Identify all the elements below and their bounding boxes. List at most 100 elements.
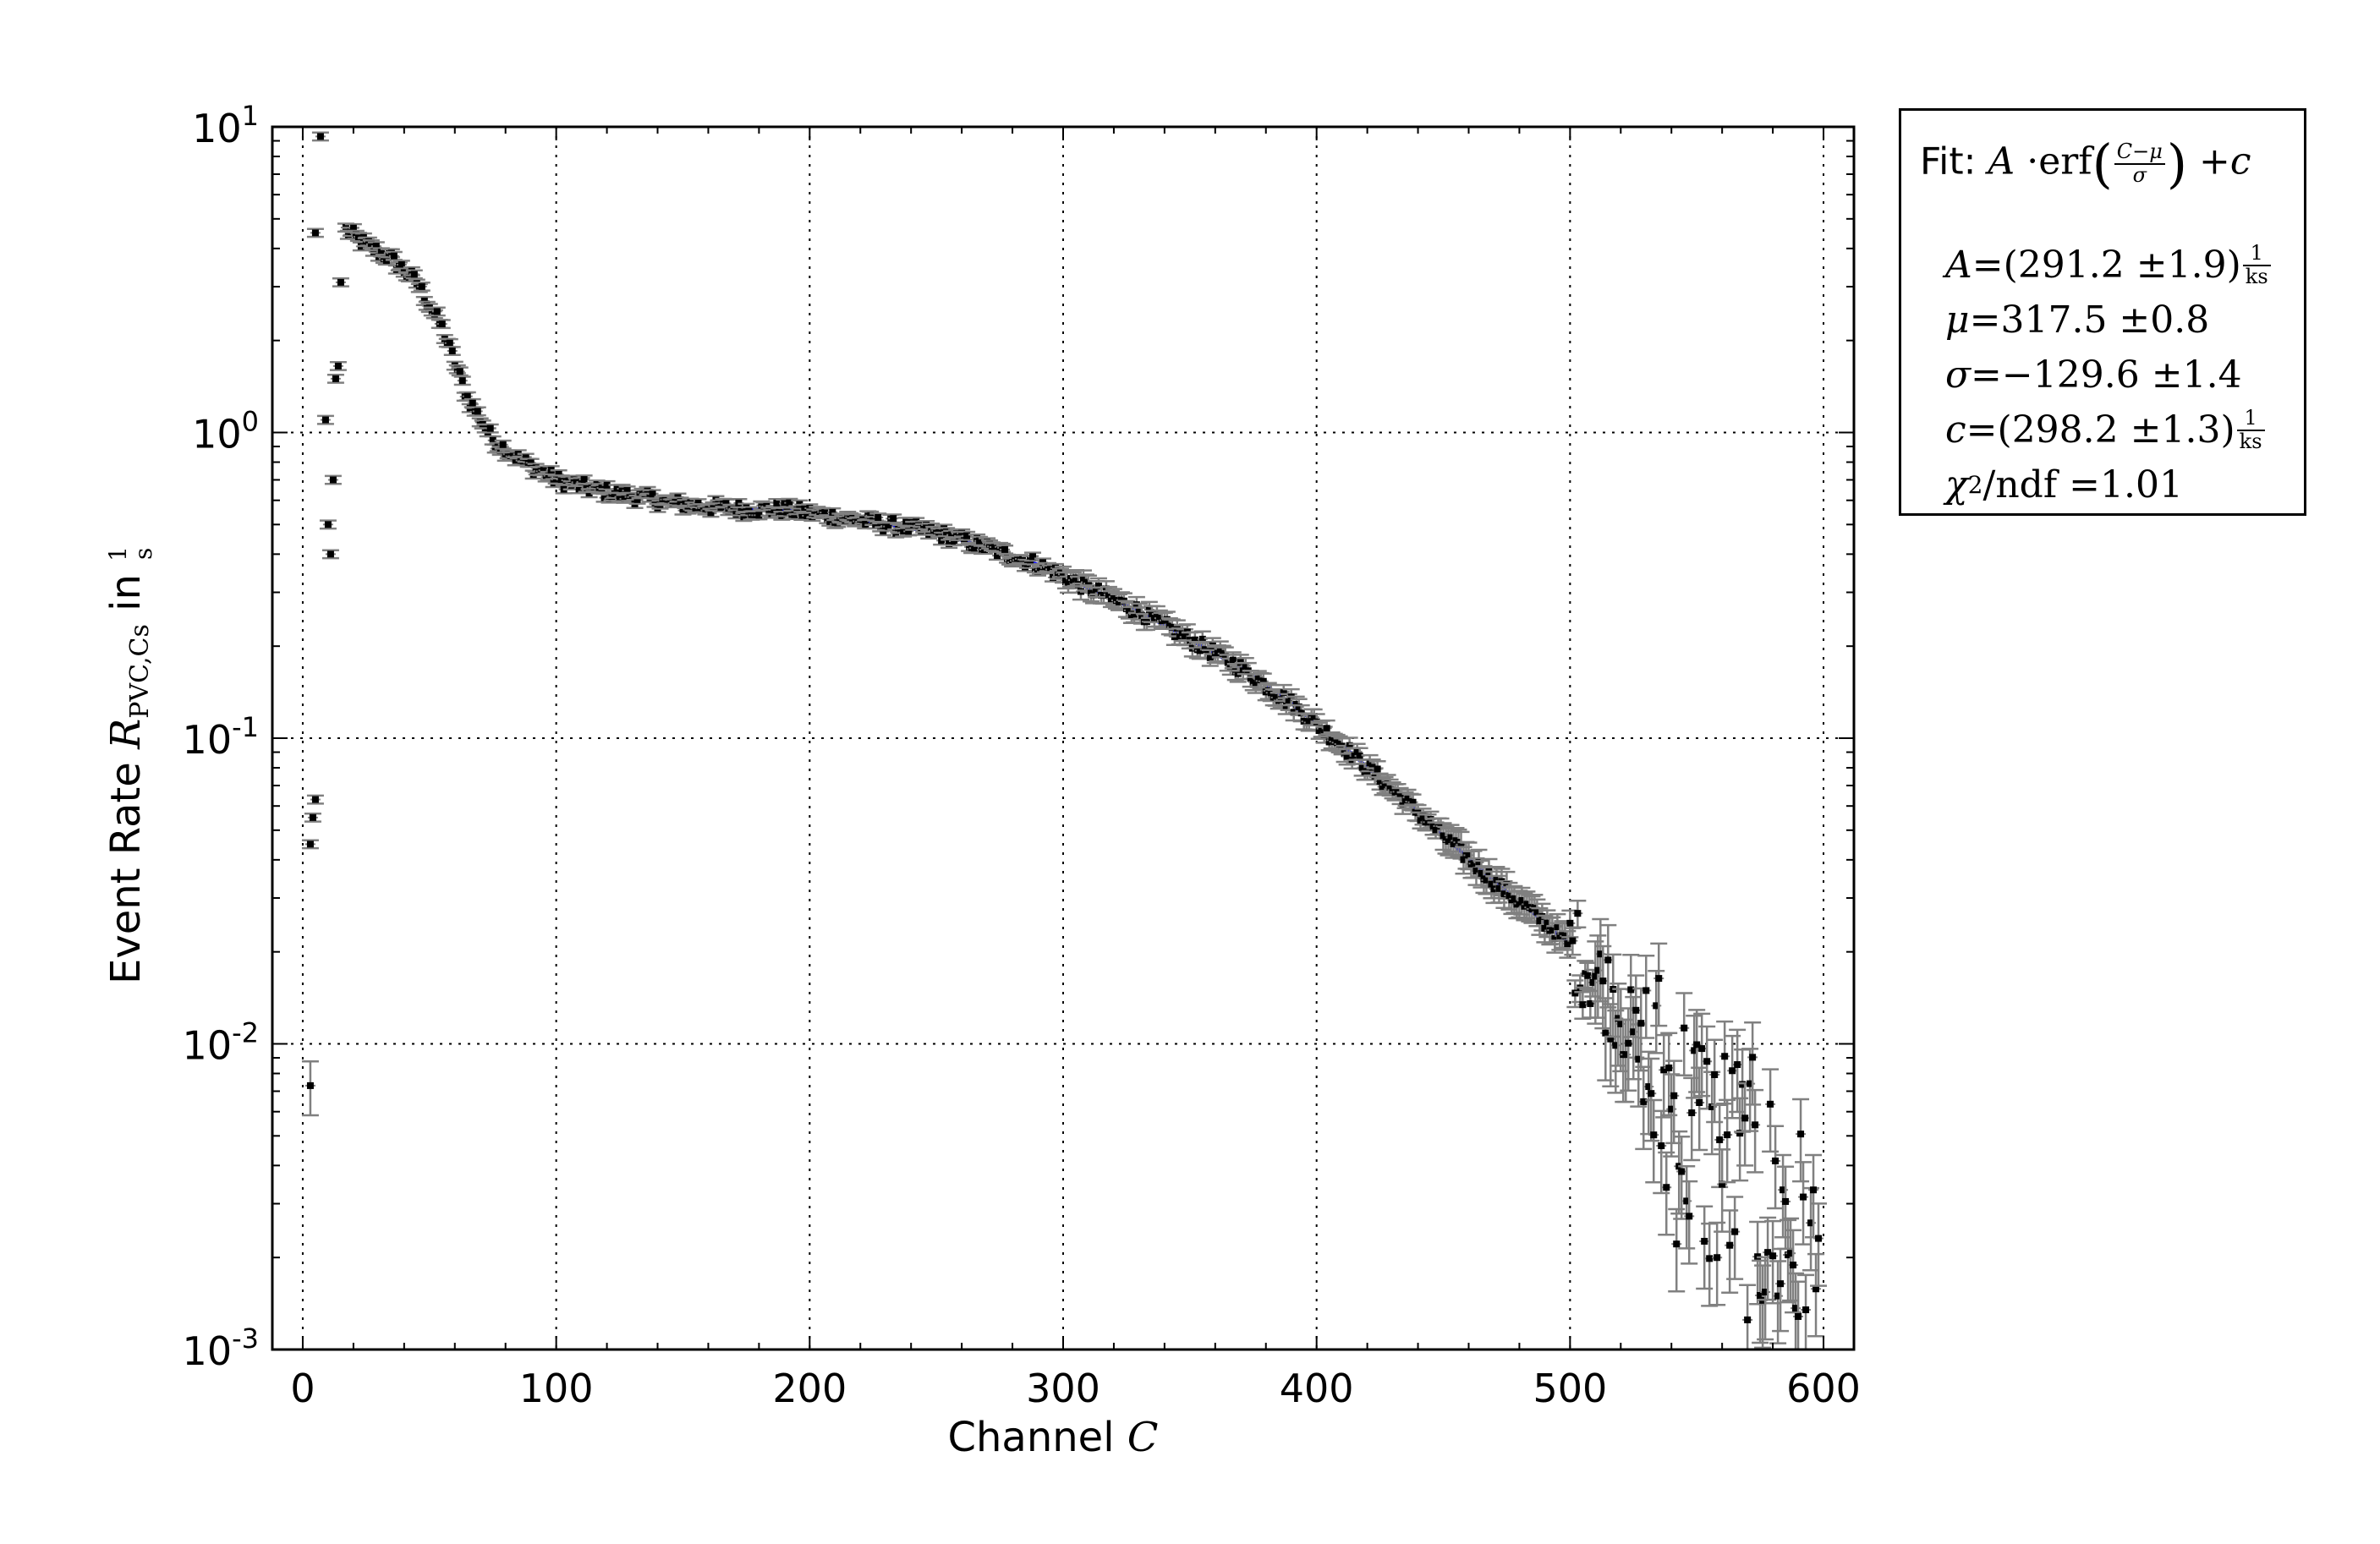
- data-point: [301, 1060, 319, 1117]
- y-tick-label: 100: [192, 406, 259, 457]
- data-marker: [732, 511, 740, 518]
- data-marker: [349, 224, 357, 232]
- data-marker: [1417, 817, 1424, 824]
- data-marker: [1673, 1240, 1681, 1248]
- data-marker: [1460, 856, 1467, 863]
- data-marker: [1536, 917, 1544, 925]
- data-marker: [1554, 923, 1561, 931]
- data-marker: [1772, 1157, 1780, 1164]
- data-marker: [958, 529, 966, 537]
- data-marker: [1310, 714, 1318, 721]
- data-marker: [1714, 1254, 1721, 1262]
- fit-param-c: c =(298.2 ±1.3) 1 ks: [1945, 402, 2273, 457]
- data-marker: [1665, 1064, 1673, 1071]
- data-marker: [1135, 608, 1143, 616]
- data-marker: [1125, 606, 1132, 614]
- data-marker: [1734, 1061, 1741, 1069]
- data-marker: [1630, 1028, 1637, 1036]
- fit-param-mu-value: =317.5 ±0.8: [1969, 298, 2210, 342]
- fit-param-A-value: =(291.2 ±1.9): [1971, 244, 2241, 287]
- data-marker: [1645, 1083, 1653, 1091]
- data-marker: [1602, 1029, 1610, 1037]
- data-marker: [1037, 566, 1045, 573]
- data-marker: [499, 441, 507, 448]
- data-marker: [1505, 892, 1513, 900]
- x-tick-label: 0: [290, 1366, 315, 1411]
- fit-param-c-value: =(298.2 ±1.3): [1966, 408, 2235, 452]
- data-point: [1024, 551, 1042, 562]
- data-marker: [1774, 1292, 1782, 1300]
- data-marker: [1726, 1241, 1734, 1249]
- data-point: [1716, 1020, 1734, 1105]
- data-marker: [1551, 935, 1559, 943]
- data-marker: [1564, 940, 1571, 948]
- data-marker: [710, 502, 717, 510]
- x-axis-label: Channel C: [947, 1414, 1158, 1461]
- fit-parameters: A =(291.2 ±1.9) 1 ks μ =317.5 ±0.8 σ =−12…: [1945, 238, 2273, 512]
- data-marker: [1802, 1306, 1810, 1314]
- x-tick-label: 300: [1026, 1366, 1100, 1411]
- fit-param-sigma-symbol: σ: [1945, 353, 1971, 397]
- data-marker: [1795, 1312, 1802, 1320]
- data-marker: [923, 521, 930, 528]
- data-marker: [867, 512, 875, 519]
- data-marker: [623, 487, 631, 495]
- data-marker: [740, 513, 748, 521]
- data-marker: [458, 377, 466, 385]
- fit-formula-dot: ·: [2026, 140, 2039, 183]
- data-marker: [469, 399, 476, 407]
- data-marker: [1295, 703, 1302, 710]
- data-point: [433, 319, 451, 330]
- y-tick-base: 10: [183, 1328, 233, 1374]
- data-marker: [1627, 986, 1635, 994]
- data-marker: [575, 485, 583, 493]
- data-point: [326, 373, 344, 384]
- y-axis-label-symbol: R: [102, 719, 150, 750]
- x-tick-label: 500: [1533, 1366, 1607, 1411]
- data-marker: [1767, 1100, 1774, 1108]
- data-marker: [326, 550, 334, 558]
- data-marker: [1757, 1292, 1764, 1300]
- data-marker: [1541, 924, 1549, 932]
- fit-param-A-unit: 1 ks: [2242, 243, 2271, 287]
- data-point: [1658, 1151, 1675, 1236]
- data-marker: [1658, 1142, 1665, 1150]
- data-marker: [1503, 881, 1511, 889]
- data-marker: [1130, 610, 1138, 618]
- data-marker: [829, 508, 836, 516]
- data-marker: [1544, 919, 1551, 927]
- data-marker: [1729, 1067, 1736, 1075]
- data-marker: [1094, 583, 1102, 590]
- data-marker: [1432, 826, 1440, 834]
- data-marker: [1404, 794, 1412, 802]
- data-marker: [555, 470, 562, 478]
- data-marker: [390, 252, 398, 260]
- data-marker: [651, 499, 659, 506]
- data-marker: [1110, 593, 1117, 600]
- data-marker: [1592, 972, 1599, 980]
- fit-param-mu-symbol: μ: [1945, 298, 1970, 342]
- data-point: [958, 530, 976, 541]
- data-point: [1747, 1088, 1764, 1174]
- data-point: [329, 360, 347, 371]
- data-marker: [1259, 677, 1267, 685]
- data-marker: [1782, 1197, 1790, 1205]
- data-marker: [1216, 645, 1224, 653]
- fit-param-c-symbol: c: [1945, 408, 1966, 452]
- data-marker: [337, 278, 344, 286]
- data-marker: [1797, 1131, 1805, 1138]
- data-point: [1731, 1097, 1749, 1182]
- data-marker: [1660, 1066, 1668, 1074]
- data-marker: [1168, 623, 1176, 631]
- data-marker: [1323, 725, 1330, 732]
- data-marker: [1196, 647, 1204, 654]
- data-marker: [1691, 1047, 1698, 1054]
- data-marker: [1465, 851, 1472, 859]
- fit-param-A: A =(291.2 ±1.9) 1 ks: [1945, 238, 2273, 293]
- data-point: [332, 276, 349, 287]
- data-marker: [433, 308, 441, 315]
- data-marker: [1445, 837, 1452, 845]
- data-point: [1757, 1256, 1774, 1341]
- data-marker: [1518, 896, 1526, 904]
